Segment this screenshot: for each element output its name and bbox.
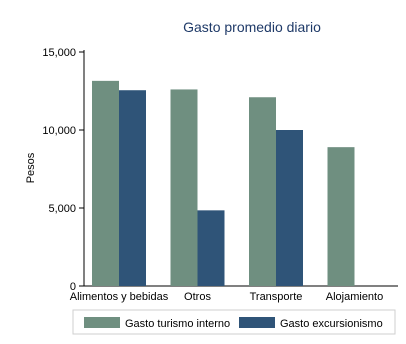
- bar-0-0: [92, 80, 119, 286]
- bar-0-3: [327, 147, 355, 286]
- bar-0-2: [249, 97, 276, 287]
- y-axis-label: Pesos: [25, 152, 37, 183]
- plot-area: 0 5,000 10,000 15,000 Alimentos y bebidas Otr…: [42, 47, 398, 303]
- x-category-label-2: Transporte: [250, 291, 303, 303]
- y-tick-label-0: 0: [70, 281, 76, 293]
- x-category-label-1: Otros: [184, 291, 211, 303]
- legend-swatch-1: [239, 317, 275, 328]
- x-category-label-3: Alojamiento: [326, 291, 383, 303]
- x-category-label-0: Alimentos y bebidas: [70, 291, 169, 303]
- bar-1-2: [276, 130, 303, 286]
- legend: Gasto turismo interno Gasto excursionismo: [72, 309, 396, 335]
- legend-swatch-0: [84, 317, 120, 328]
- legend-label-0: Gasto turismo interno: [125, 318, 230, 330]
- bar-1-0: [119, 90, 146, 286]
- y-tick-label-2: 10,000: [42, 125, 76, 137]
- bar-0-1: [170, 89, 198, 286]
- y-tick-label-3: 15,000: [42, 47, 76, 59]
- y-tick-label-1: 5,000: [48, 203, 76, 215]
- legend-box: [72, 309, 396, 335]
- bar-1-1: [197, 210, 225, 286]
- chart-title: Gasto promedio diario: [183, 19, 321, 35]
- legend-label-1: Gasto excursionismo: [280, 318, 383, 330]
